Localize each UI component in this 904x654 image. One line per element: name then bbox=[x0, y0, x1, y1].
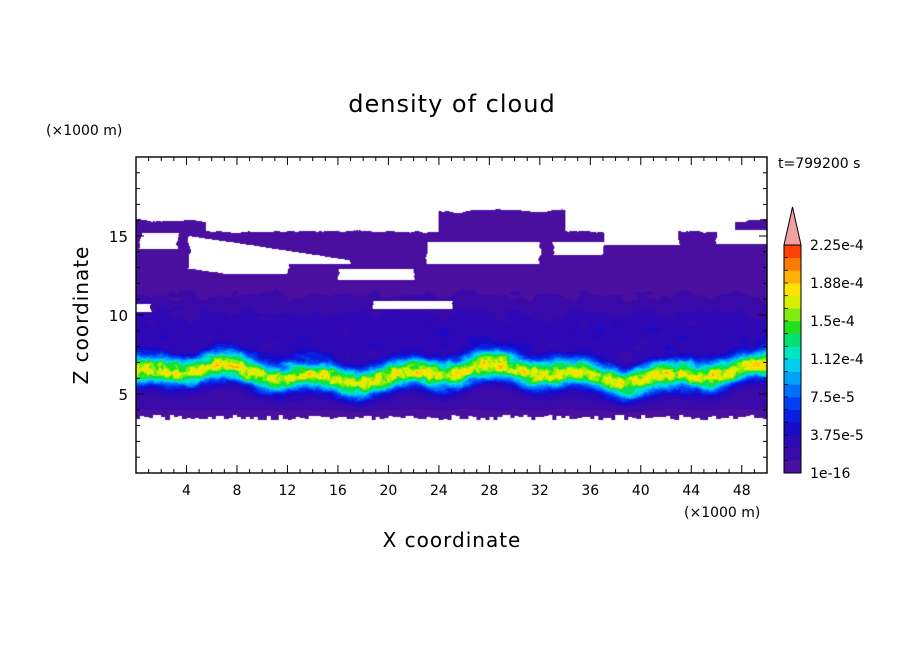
colorbar-label: 1.88e-4 bbox=[810, 276, 864, 292]
x-tick-label: 8 bbox=[232, 483, 241, 499]
colorbar-label: 7.5e-5 bbox=[810, 390, 855, 406]
colorbar-segment bbox=[784, 435, 801, 448]
x-tick-label: 16 bbox=[329, 483, 347, 499]
y-tick-label: 10 bbox=[109, 307, 128, 325]
colorbar-segment bbox=[784, 245, 801, 258]
colorbar-segment bbox=[784, 447, 801, 461]
x-axis-label: X coordinate bbox=[383, 528, 522, 552]
x-tick-label: 44 bbox=[682, 483, 700, 499]
x-tick-label: 36 bbox=[581, 483, 599, 499]
colorbar-segment bbox=[784, 422, 801, 436]
colorbar-extend-arrow bbox=[783, 206, 802, 246]
x-tick-label: 24 bbox=[430, 483, 448, 499]
colorbar-label: 2.25e-4 bbox=[810, 238, 864, 254]
x-tick-label: 28 bbox=[480, 483, 498, 499]
colorbar-label: 1.12e-4 bbox=[810, 352, 864, 368]
colorbar-segment bbox=[784, 371, 801, 385]
x-tick-label: 32 bbox=[531, 483, 549, 499]
colorbar-segment bbox=[784, 295, 801, 309]
colorbar-segment bbox=[784, 384, 801, 398]
colorbar-segment bbox=[784, 270, 801, 284]
time-label: t=799200 s bbox=[778, 156, 860, 172]
colorbar-segment bbox=[784, 359, 801, 372]
colorbar-segment bbox=[784, 257, 801, 271]
colorbar-segment bbox=[784, 321, 801, 334]
x-unit-label: (×1000 m) bbox=[684, 505, 760, 521]
y-axis-ticks: 5 10 15 bbox=[109, 172, 767, 458]
colorbar-label: 1e-16 bbox=[810, 466, 850, 482]
colorbar-segment bbox=[784, 283, 801, 296]
colorbar: 1e-16 3.75e-5 7.5e-5 1.12e-4 1.5e-4 1.88e-4 2.… bbox=[783, 206, 864, 482]
colorbar-segment bbox=[784, 409, 801, 423]
colorbar-segment bbox=[784, 308, 801, 322]
colorbar-segment bbox=[784, 346, 801, 360]
x-tick-label: 20 bbox=[379, 483, 397, 499]
x-axis-ticks: 4 8 12 16 20 24 28 32 36 40 44 48 bbox=[148, 157, 755, 499]
colorbar-segment bbox=[784, 460, 801, 474]
y-tick-label: 15 bbox=[109, 228, 128, 246]
y-unit-label: (×1000 m) bbox=[46, 123, 122, 139]
colorbar-segment bbox=[784, 397, 801, 410]
y-axis-label: Z coordinate bbox=[69, 246, 93, 385]
density-field bbox=[136, 157, 767, 473]
colorbar-label: 3.75e-5 bbox=[810, 428, 864, 444]
x-tick-label: 12 bbox=[279, 483, 297, 499]
colorbar-segment bbox=[784, 333, 801, 347]
chart-title: density of cloud bbox=[348, 90, 555, 118]
x-tick-label: 4 bbox=[182, 483, 191, 499]
y-tick-label: 5 bbox=[118, 386, 128, 404]
x-tick-label: 48 bbox=[733, 483, 751, 499]
colorbar-label: 1.5e-4 bbox=[810, 314, 855, 330]
x-tick-label: 40 bbox=[632, 483, 650, 499]
